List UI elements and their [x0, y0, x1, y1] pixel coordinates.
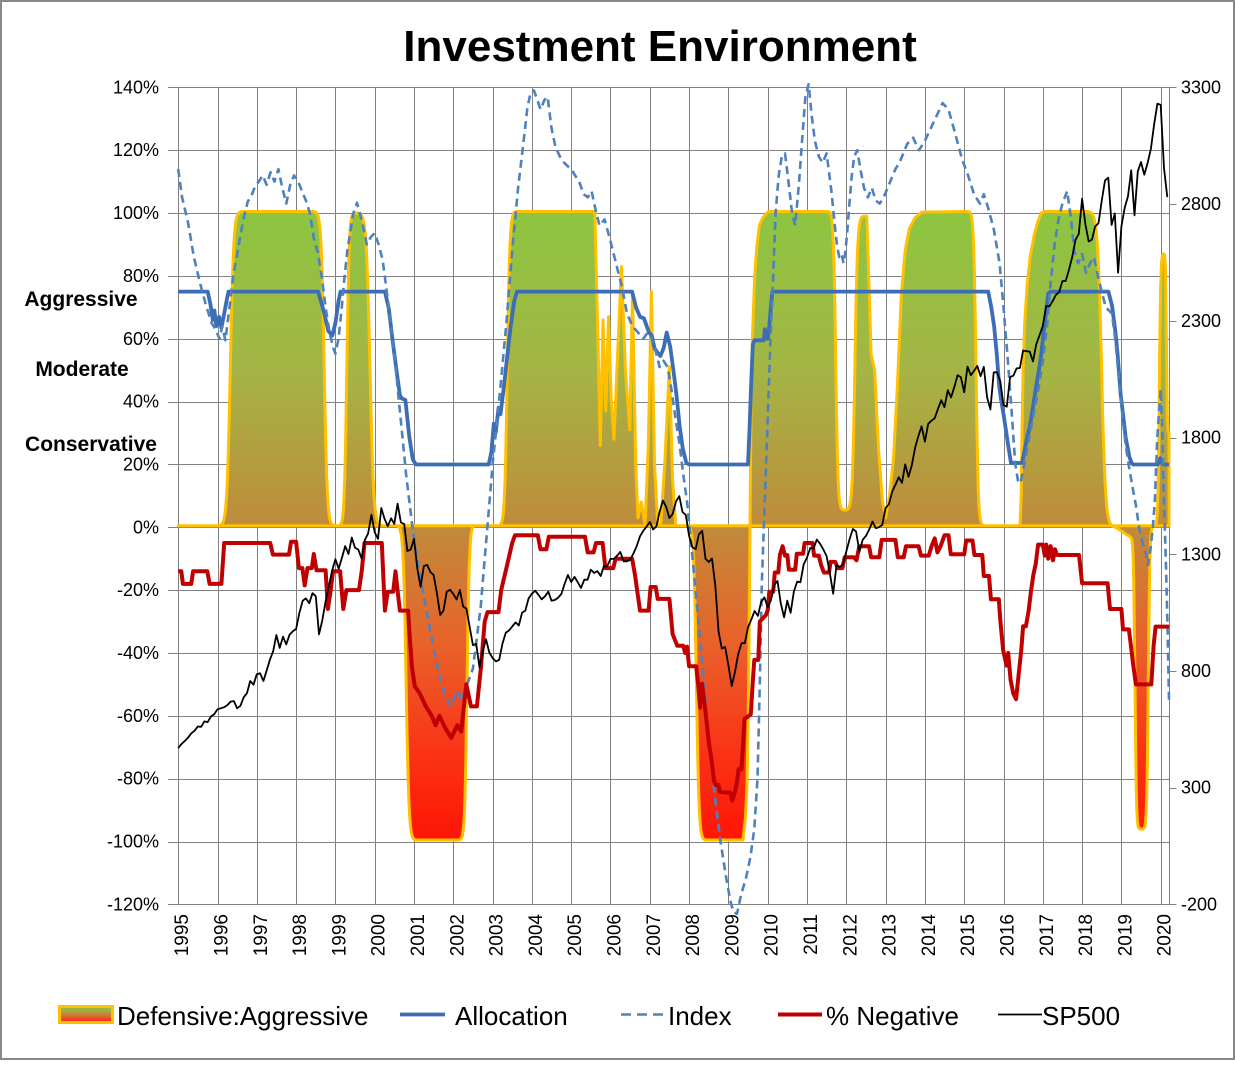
- svg-text:1995: 1995: [172, 914, 193, 956]
- svg-text:2014: 2014: [919, 914, 940, 957]
- svg-text:-40%: -40%: [117, 643, 159, 663]
- svg-text:1998: 1998: [290, 914, 311, 956]
- svg-text:1997: 1997: [251, 914, 272, 956]
- svg-text:2800: 2800: [1181, 194, 1221, 214]
- svg-text:0%: 0%: [133, 517, 159, 537]
- svg-text:2007: 2007: [644, 914, 665, 956]
- svg-text:2003: 2003: [487, 914, 508, 956]
- svg-text:2009: 2009: [722, 914, 743, 956]
- svg-text:-200: -200: [1181, 894, 1217, 914]
- svg-text:80%: 80%: [123, 266, 159, 286]
- svg-text:Moderate: Moderate: [35, 358, 128, 381]
- svg-text:2008: 2008: [683, 914, 704, 956]
- svg-text:2017: 2017: [1037, 914, 1058, 956]
- svg-text:2019: 2019: [1115, 914, 1136, 956]
- svg-text:2016: 2016: [998, 914, 1019, 956]
- svg-text:2020: 2020: [1155, 914, 1176, 956]
- svg-text:-20%: -20%: [117, 580, 159, 600]
- svg-text:-120%: -120%: [107, 894, 159, 914]
- svg-text:800: 800: [1181, 661, 1211, 681]
- svg-text:1999: 1999: [329, 914, 350, 956]
- svg-text:2011: 2011: [801, 914, 822, 955]
- svg-text:2001: 2001: [408, 914, 429, 956]
- svg-text:2004: 2004: [526, 914, 547, 957]
- svg-text:2013: 2013: [880, 914, 901, 956]
- svg-text:Conservative: Conservative: [25, 433, 157, 456]
- svg-text:-100%: -100%: [107, 832, 159, 852]
- svg-text:120%: 120%: [113, 140, 159, 160]
- svg-text:SP500: SP500: [1042, 1001, 1120, 1031]
- svg-text:1996: 1996: [212, 914, 233, 956]
- svg-text:Allocation: Allocation: [455, 1001, 568, 1031]
- svg-text:140%: 140%: [113, 77, 159, 97]
- svg-text:Aggressive: Aggressive: [24, 288, 137, 311]
- svg-text:300: 300: [1181, 778, 1211, 798]
- svg-text:2010: 2010: [762, 914, 783, 956]
- svg-text:2000: 2000: [369, 914, 390, 956]
- svg-text:-80%: -80%: [117, 769, 159, 789]
- svg-text:-60%: -60%: [117, 706, 159, 726]
- svg-text:40%: 40%: [123, 392, 159, 412]
- svg-text:60%: 60%: [123, 329, 159, 349]
- svg-text:2005: 2005: [565, 914, 586, 956]
- svg-text:2012: 2012: [840, 914, 861, 956]
- svg-text:3300: 3300: [1181, 77, 1221, 97]
- svg-text:100%: 100%: [113, 203, 159, 223]
- svg-text:20%: 20%: [123, 455, 159, 475]
- svg-text:Investment Environment: Investment Environment: [403, 22, 917, 71]
- svg-text:2006: 2006: [605, 914, 626, 956]
- svg-text:Defensive:Aggressive: Defensive:Aggressive: [117, 1001, 368, 1031]
- svg-text:Index: Index: [668, 1001, 732, 1031]
- svg-text:% Negative: % Negative: [826, 1001, 959, 1031]
- svg-text:1800: 1800: [1181, 428, 1221, 448]
- svg-text:2015: 2015: [958, 914, 979, 956]
- svg-text:2300: 2300: [1181, 311, 1221, 331]
- svg-text:1300: 1300: [1181, 544, 1221, 564]
- svg-text:2002: 2002: [447, 914, 468, 956]
- svg-text:2018: 2018: [1076, 914, 1097, 956]
